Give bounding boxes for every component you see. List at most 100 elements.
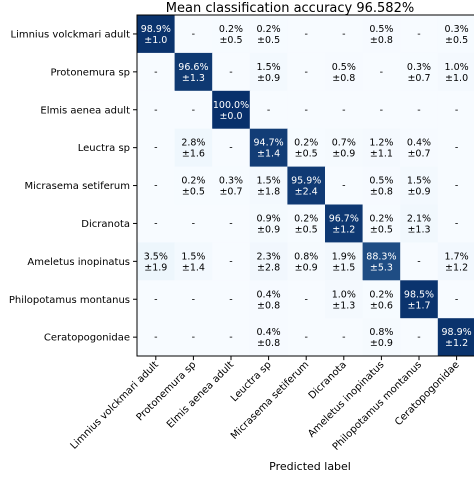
y-tick-label: Ameletus inopinatus bbox=[27, 257, 130, 268]
heatmap-cell bbox=[400, 204, 439, 243]
y-tick-label: Micrasema setiferum bbox=[25, 181, 130, 192]
cell-empty-label: - bbox=[342, 181, 345, 192]
cell-std-label: ±1.6 bbox=[182, 149, 205, 160]
heatmap-cells bbox=[137, 15, 474, 357]
heatmap-cell bbox=[137, 52, 175, 92]
cell-empty-label: - bbox=[229, 256, 232, 267]
cell-empty-label: - bbox=[455, 294, 458, 305]
heatmap-cell bbox=[325, 318, 363, 357]
heatmap-cell bbox=[362, 242, 401, 281]
heatmap-cell bbox=[325, 166, 363, 205]
cell-std-label: ±0.5 bbox=[182, 187, 205, 198]
cell-empty-label: - bbox=[154, 294, 157, 305]
heatmap-cell bbox=[362, 90, 401, 130]
cell-mean-label: 0.5% bbox=[369, 24, 393, 35]
cell-mean-label: 0.8% bbox=[369, 327, 393, 338]
heatmap-cell bbox=[287, 15, 326, 54]
cell-std-label: ±0.5 bbox=[370, 224, 393, 235]
heatmap-cell bbox=[249, 242, 288, 281]
heatmap-cell bbox=[400, 280, 439, 319]
heatmap-cell bbox=[287, 166, 326, 205]
y-tick-label: Limnius volckmari adult bbox=[11, 29, 131, 40]
cell-std-label: ±0.5 bbox=[295, 149, 318, 160]
cell-std-label: ±0.9 bbox=[257, 224, 280, 235]
heatmap-cell bbox=[400, 128, 439, 167]
cell-empty-label: - bbox=[229, 332, 232, 343]
cell-mean-label: 1.2% bbox=[369, 138, 393, 149]
cell-std-label: ±2.4 bbox=[295, 187, 318, 198]
cell-mean-label: 1.5% bbox=[257, 62, 281, 73]
cell-std-label: ±0.6 bbox=[370, 300, 393, 311]
cell-empty-label: - bbox=[267, 105, 270, 116]
heatmap-cell bbox=[249, 318, 288, 357]
heatmap-cell bbox=[362, 166, 401, 205]
cell-std-label: ±0.8 bbox=[257, 300, 280, 311]
x-tick-label: Ameletus inopinatus bbox=[306, 359, 386, 439]
cell-mean-label: 95.9% bbox=[291, 176, 321, 187]
cell-std-label: ±1.3 bbox=[332, 300, 355, 311]
cell-empty-label: - bbox=[304, 105, 307, 116]
cell-mean-label: 2.1% bbox=[407, 213, 431, 224]
cell-mean-label: 0.8% bbox=[294, 251, 318, 262]
cell-empty-label: - bbox=[455, 105, 458, 116]
cell-std-label: ±1.2 bbox=[445, 262, 468, 273]
heatmap-cell bbox=[249, 128, 288, 167]
heatmap-cell bbox=[325, 204, 363, 243]
heatmap-cell bbox=[249, 204, 288, 243]
cell-value-labels: 98.9%±1.0- 0.2%±0.50.2%±0.5- -0.5%±0.8- 0.3… bbox=[141, 24, 472, 349]
heatmap-cell bbox=[137, 318, 175, 357]
heatmap-cell bbox=[249, 15, 288, 54]
y-tick-labels: Limnius volckmari adult Protonemura sp Elm… bbox=[9, 29, 137, 344]
cell-mean-label: 0.5% bbox=[332, 62, 356, 73]
heatmap-cell bbox=[400, 242, 439, 281]
cell-empty-label: - bbox=[455, 181, 458, 192]
cell-mean-label: 1.9% bbox=[332, 251, 356, 262]
x-tick-label: Micrasema setiferum bbox=[229, 359, 311, 441]
cell-mean-label: 1.0% bbox=[445, 62, 469, 73]
heatmap-cell bbox=[249, 90, 288, 130]
cell-mean-label: 1.5% bbox=[181, 251, 205, 262]
cell-mean-label: 98.9% bbox=[442, 327, 472, 338]
heatmap-cell bbox=[212, 280, 251, 319]
heatmap-cell bbox=[437, 128, 474, 167]
heatmap-cell bbox=[287, 52, 326, 92]
cell-empty-label: - bbox=[154, 181, 157, 192]
heatmap-cell bbox=[362, 52, 401, 92]
heatmap-cell bbox=[249, 280, 288, 319]
cell-mean-label: 0.3% bbox=[445, 24, 469, 35]
cell-empty-label: - bbox=[417, 256, 420, 267]
cell-empty-label: - bbox=[304, 29, 307, 40]
heatmap-cell bbox=[437, 52, 474, 92]
cell-empty-label: - bbox=[192, 294, 195, 305]
cell-mean-label: 0.2% bbox=[294, 138, 318, 149]
heatmap-cell bbox=[325, 15, 363, 54]
cell-empty-label: - bbox=[154, 105, 157, 116]
heatmap-cell bbox=[174, 204, 213, 243]
cell-mean-label: 0.3% bbox=[219, 176, 243, 187]
cell-empty-label: - bbox=[417, 105, 420, 116]
cell-std-label: ±0.5 bbox=[257, 35, 280, 46]
cell-std-label: ±1.8 bbox=[257, 187, 280, 198]
heatmap-cell bbox=[287, 128, 326, 167]
cell-std-label: ±0.5 bbox=[445, 35, 468, 46]
heatmap-cell bbox=[287, 280, 326, 319]
cell-std-label: ±1.3 bbox=[407, 224, 430, 235]
heatmap-cell bbox=[325, 242, 363, 281]
cell-std-label: ±0.9 bbox=[295, 262, 318, 273]
cell-mean-label: 0.2% bbox=[257, 24, 281, 35]
heatmap-cell bbox=[437, 280, 474, 319]
cell-empty-label: - bbox=[342, 29, 345, 40]
heatmap-cell bbox=[287, 90, 326, 130]
heatmap-cell bbox=[287, 204, 326, 243]
cell-empty-label: - bbox=[455, 218, 458, 229]
cell-std-label: ±1.5 bbox=[332, 262, 355, 273]
cell-mean-label: 0.2% bbox=[369, 213, 393, 224]
heatmap-cell bbox=[400, 52, 439, 92]
cell-std-label: ±1.1 bbox=[370, 149, 393, 160]
heatmap-cell bbox=[174, 242, 213, 281]
heatmap-cell bbox=[325, 90, 363, 130]
heatmap-cell bbox=[437, 166, 474, 205]
